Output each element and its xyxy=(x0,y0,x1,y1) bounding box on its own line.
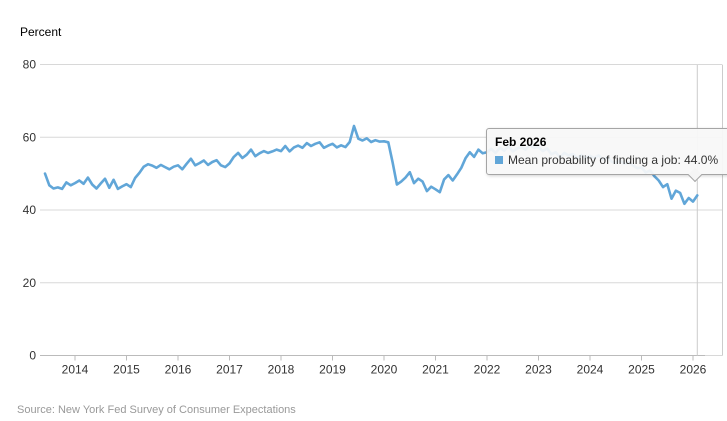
tooltip-title: Feb 2026 xyxy=(495,135,547,149)
x-tick-label: 2020 xyxy=(371,363,398,377)
x-tick-label: 2026 xyxy=(680,363,707,377)
x-tick-label: 2018 xyxy=(268,363,295,377)
x-tick-label: 2015 xyxy=(113,363,140,377)
y-tick-label: 80 xyxy=(23,58,37,72)
x-tick-label: 2021 xyxy=(422,363,449,377)
y-axis-title: Percent xyxy=(20,25,62,39)
source-attribution: Source: New York Fed Survey of Consumer … xyxy=(17,404,296,416)
x-tick-label: 2017 xyxy=(216,363,243,377)
x-tick-label: 2025 xyxy=(628,363,655,377)
x-tick-label: 2022 xyxy=(474,363,501,377)
x-tick-label: 2016 xyxy=(165,363,192,377)
tooltip-value-text: Mean probability of finding a job: 44.0% xyxy=(508,153,719,167)
y-tick-label: 40 xyxy=(23,203,37,217)
x-tick-label: 2023 xyxy=(525,363,552,377)
x-tick-label: 2019 xyxy=(319,363,346,377)
y-tick-label: 60 xyxy=(23,130,37,144)
x-tick-label: 2024 xyxy=(577,363,604,377)
y-tick-label: 20 xyxy=(23,276,37,290)
x-tick-label: 2014 xyxy=(62,363,89,377)
y-tick-label: 0 xyxy=(29,349,36,363)
tooltip: Feb 2026 Mean probability of finding a j… xyxy=(486,128,727,182)
series-marker-icon xyxy=(495,156,503,164)
